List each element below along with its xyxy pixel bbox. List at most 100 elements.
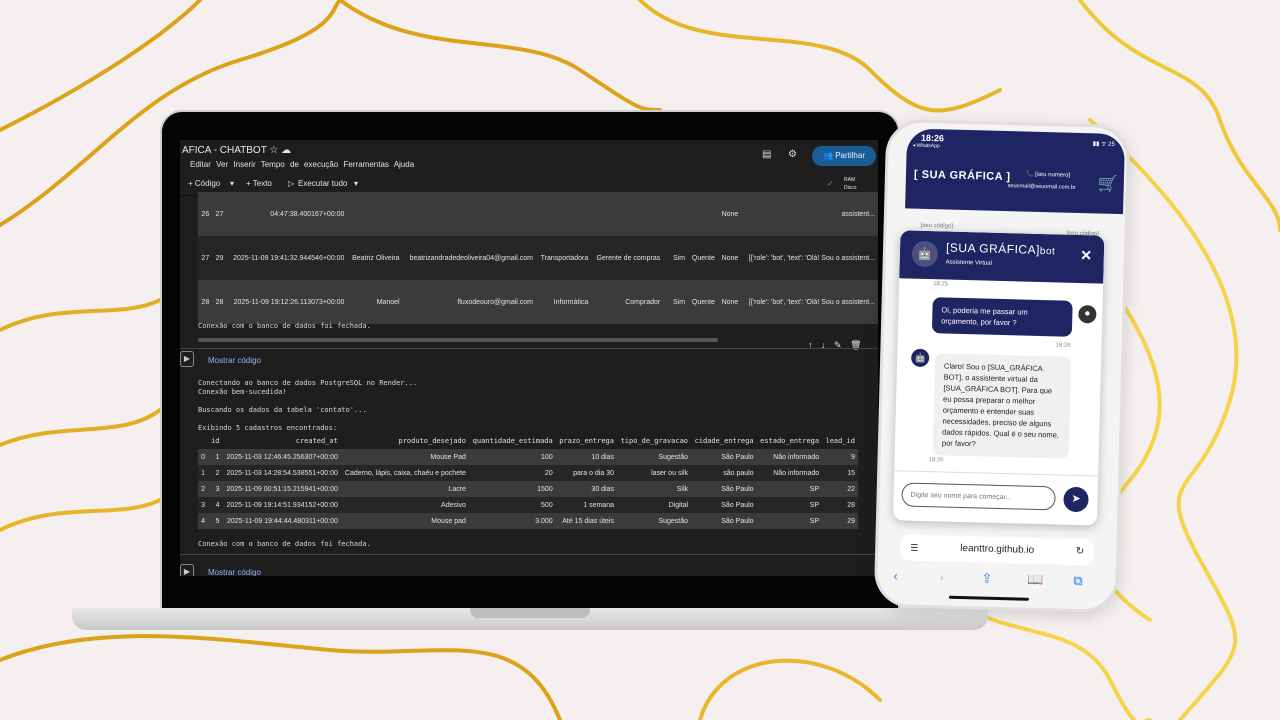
table-cell (591, 192, 663, 236)
gear-icon[interactable]: ⚙ (788, 149, 797, 160)
table-cell: 26 (201, 210, 210, 218)
notebook-title[interactable]: AFICA - CHATBOT ☆ ☁ (182, 145, 291, 156)
table-cell (403, 192, 536, 236)
table-cell: 28 (201, 298, 210, 306)
table-cell: 2025-11-03 14:28:54.538551+00:00 (226, 469, 338, 477)
show-code-link[interactable]: Mostrar código (208, 568, 261, 576)
add-code-button[interactable]: + Código (188, 179, 221, 188)
table-cell: 29 (215, 254, 224, 262)
chat-input[interactable] (901, 482, 1056, 511)
table-cell: None (721, 254, 739, 262)
bot-avatar-icon: 🤖 (911, 240, 939, 268)
run-all-button[interactable]: Executar tudo (298, 179, 348, 188)
table-cell: 04:47:38.400167+00:00 (270, 210, 345, 218)
page-menu-icon[interactable]: ☰ (910, 542, 919, 553)
table-cell: Comprador (625, 298, 661, 306)
message-time: 18:26 (928, 457, 944, 464)
contact-phone: 📞 [seu numero] (1026, 171, 1070, 179)
edit-icon[interactable]: ✎ (834, 340, 842, 350)
forward-icon[interactable]: › (939, 569, 944, 585)
column-header: quantidade_estimada (472, 437, 553, 445)
table-cell: 3.000 (535, 517, 553, 525)
divider (180, 554, 878, 555)
cart-icon[interactable]: 🛒 (1097, 175, 1118, 193)
contato-table: id created_at produto_desejado quantidade_e… (198, 433, 858, 529)
arrow-down-icon[interactable]: ↓ (821, 340, 826, 350)
table-cell: são paulo (723, 469, 754, 477)
table-cell: 1 semana (583, 501, 614, 509)
star-icon[interactable]: ☆ (269, 145, 279, 156)
table-cell: SP (809, 485, 820, 493)
chatbot-window: 🤖 [SUA GRÁFICA]bot Assistente Virtual ✕ … (892, 230, 1105, 526)
output-line: Conexão bem-sucedida! (198, 388, 287, 396)
output-line: Conectando ao banco de dados PostgreSQL … (198, 379, 418, 387)
tabs-icon[interactable]: ⧉ (1073, 572, 1083, 589)
table-cell: 4 (215, 501, 220, 509)
menu-ferramentas[interactable]: Ferramentas (343, 160, 389, 169)
table-cell: SP (809, 501, 820, 509)
home-indicator[interactable] (948, 595, 1029, 601)
table-cell: Sugestão (658, 517, 689, 525)
run-cell-button[interactable]: ▶ (180, 564, 194, 576)
column-header: produto_desejado (398, 437, 466, 445)
table-cell: Adesivo (441, 501, 466, 509)
trash-icon[interactable]: 🗑 (850, 340, 862, 350)
cell-output: Conectando ao banco de dados PostgreSQL … (198, 379, 417, 433)
status-time: 18:26 (920, 132, 945, 144)
cell-toolbar: ↑ ↓ ✎ 🗑 (808, 340, 862, 351)
back-to-whatsapp[interactable]: ◂ WhatsApp (912, 142, 940, 150)
comment-icon[interactable]: ▤ (762, 149, 772, 160)
menu-inserir[interactable]: Inserir (233, 160, 256, 169)
table-cell: Silk (676, 485, 689, 493)
menu-ver[interactable]: Ver (216, 160, 229, 169)
output-line (198, 397, 417, 406)
table-row: 0 1 2025-11-03 12:46:45.256307+00:00 Mouse … (198, 449, 858, 465)
run-cell-button[interactable]: ▶ (180, 351, 194, 367)
table-cell: Sugestão (658, 453, 689, 461)
bookmarks-icon[interactable]: 📖 (1027, 571, 1044, 588)
close-icon[interactable]: ✕ (1079, 247, 1093, 264)
table-cell: Mouse Pad (430, 453, 466, 461)
table-cell: fluxodeouro@gmail.com (457, 298, 534, 306)
back-icon[interactable]: ‹ (893, 568, 899, 584)
share-icon[interactable]: ⇪ (981, 570, 993, 586)
table-row: 4 5 2025-11-09 19:44:44.480311+00:00 Mouse … (198, 513, 858, 529)
show-code-link[interactable]: Mostrar código (208, 356, 261, 365)
table-cell: 28 (215, 298, 224, 306)
column-header (198, 433, 208, 449)
arrow-up-icon[interactable]: ↑ (808, 340, 813, 350)
send-button[interactable]: ➤ (1063, 486, 1089, 513)
table-cell: None (721, 298, 739, 306)
divider (180, 348, 878, 349)
table-cell: assistent... (841, 210, 875, 218)
menu-tempo-execucao[interactable]: Tempo de execução (260, 160, 339, 169)
table-cell: 2025-11-09 19:12:26.113073+00:00 (233, 298, 345, 306)
toolbar: + Código ▾ + Texto ▷ Executar tudo ▾ ✓ (180, 174, 878, 196)
table-cell: laser ou silk (651, 469, 689, 477)
divider (894, 470, 1099, 477)
output-line: Buscando os dados da tabela 'contato'... (198, 406, 367, 414)
column-header: id (211, 437, 220, 445)
reload-icon[interactable]: ↻ (1075, 545, 1085, 558)
chat-title-suffix: bot (1039, 245, 1056, 258)
bot-message: Claro! Sou o [SUA_GRÁFICA BOT], o assist… (932, 353, 1072, 459)
resource-indicator[interactable]: RAM Disco (844, 176, 857, 192)
menu-ajuda[interactable]: Ajuda (393, 160, 415, 169)
table-cell: 1500 (537, 485, 553, 493)
table-cell: 30 dias (591, 485, 614, 493)
table-cell: para o dia 30 (573, 469, 614, 477)
colab-notebook: AFICA - CHATBOT ☆ ☁ Editar Ver Inserir T… (180, 140, 878, 576)
horizontal-scrollbar[interactable] (198, 338, 718, 342)
chevron-down-icon[interactable]: ▾ (230, 179, 235, 188)
table-cell: None (721, 210, 739, 218)
chevron-down-icon[interactable]: ▾ (354, 179, 359, 188)
table-cell: 2025-11-09 19:14:51.934152+00:00 (226, 501, 338, 509)
address-bar[interactable]: ☰ leanttro.github.io ↻ (899, 534, 1095, 566)
menu-editar[interactable]: Editar (190, 160, 211, 169)
share-button[interactable]: 👥 Partilhar (812, 146, 876, 166)
add-text-button[interactable]: + Texto (246, 179, 272, 188)
brand-logo[interactable]: [ SUA GRÁFICA ] (913, 168, 1011, 184)
share-label: Partilhar (835, 151, 865, 160)
cloud-icon: ☁ (281, 145, 292, 156)
